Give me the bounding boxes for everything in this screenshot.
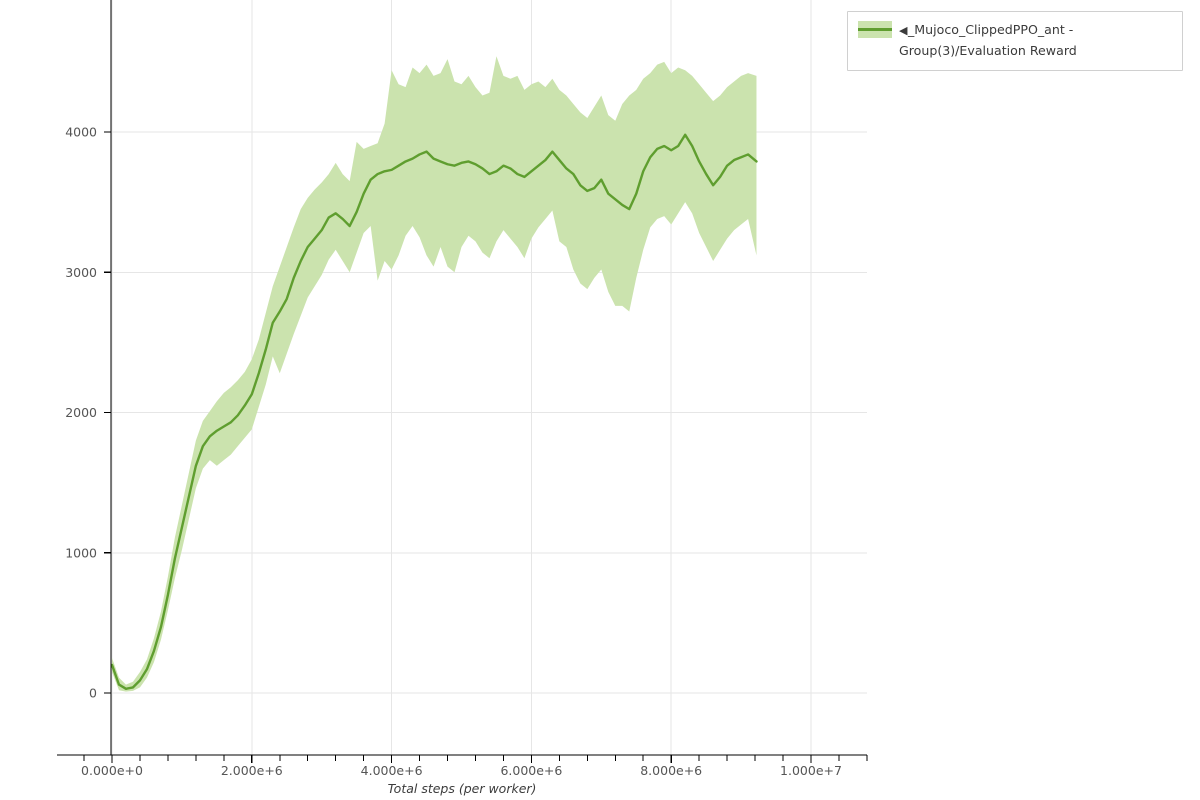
x-axis-title: Total steps (per worker): [388, 781, 537, 796]
left-triangle-icon: ◀: [899, 24, 908, 37]
legend-entry-label: _Mujoco_ClippedPPO_ant - Group(3)/Evalua…: [899, 22, 1077, 58]
x-tick-label: 2.000e+6: [221, 763, 283, 778]
axis-spines: [57, 0, 867, 756]
y-tick-label: 4000: [65, 125, 97, 140]
x-tick-label: 8.000e+6: [640, 763, 702, 778]
legend-entry[interactable]: ◀_Mujoco_ClippedPPO_ant - Group(3)/Evalu…: [858, 20, 1172, 61]
y-tick-label: 2000: [65, 405, 97, 420]
y-tick-label: 1000: [65, 545, 97, 560]
chart-legend[interactable]: ◀_Mujoco_ClippedPPO_ant - Group(3)/Evalu…: [847, 11, 1183, 71]
y-tick-label: 0: [89, 686, 97, 701]
confidence-band: [112, 56, 757, 692]
y-tick-label: 3000: [65, 265, 97, 280]
legend-entry-text: ◀_Mujoco_ClippedPPO_ant - Group(3)/Evalu…: [899, 20, 1172, 61]
y-axis-tick-labels: 0 1000 2000 3000 4000: [65, 125, 97, 701]
x-tick-label: 4.000e+6: [361, 763, 423, 778]
x-tick-label: 1.000e+7: [780, 763, 842, 778]
mean-line: [110, 133, 758, 690]
axis-ticks: [83, 131, 868, 763]
legend-line-swatch: [858, 28, 892, 31]
x-axis-tick-labels: 0.000e+0 2.000e+6 4.000e+6 6.000e+6 8.000e+6…: [81, 763, 842, 778]
x-tick-label: 0.000e+0: [81, 763, 143, 778]
x-tick-label: 6.000e+6: [500, 763, 562, 778]
legend-swatch: [858, 21, 892, 38]
